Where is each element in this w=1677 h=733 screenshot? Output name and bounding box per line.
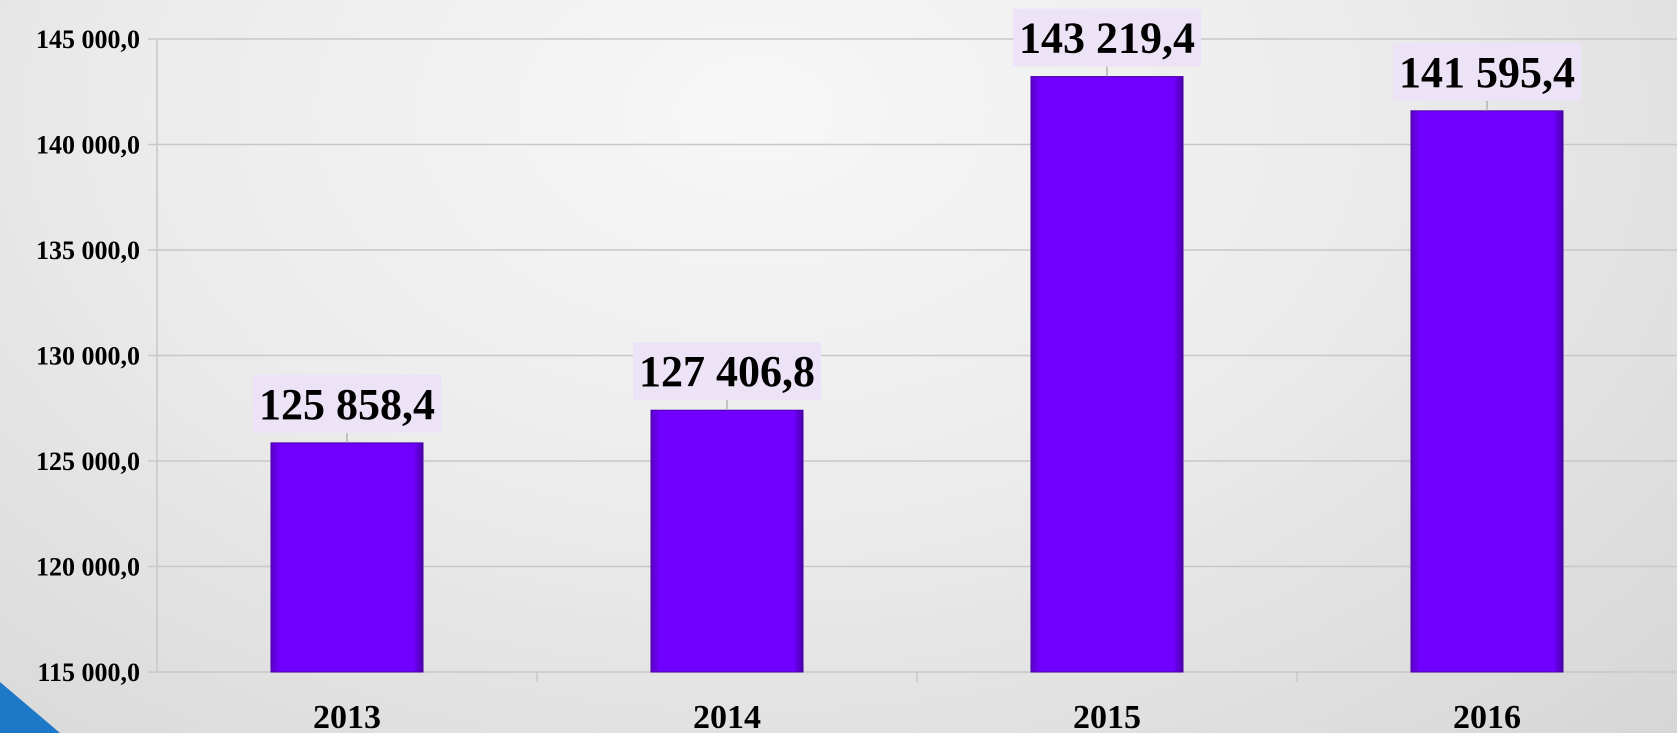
bar [650, 409, 804, 673]
x-axis: 2013 2014 2015 2016 [313, 672, 1521, 733]
y-axis: 115 000,0 120 000,0 125 000,0 130 000,0 135 … [36, 25, 158, 687]
data-label-box [253, 374, 441, 433]
y-tick-label: 140 000,0 [36, 131, 140, 160]
data-label: 127 406,8 [639, 347, 815, 396]
x-tick-label: 2014 [693, 699, 761, 733]
bar [270, 442, 424, 673]
y-tick-label: 125 000,0 [36, 447, 140, 476]
data-label: 125 858,4 [259, 380, 435, 429]
data-label: 141 595,4 [1399, 48, 1575, 97]
y-tick-label: 135 000,0 [36, 236, 140, 265]
x-tick-label: 2016 [1453, 699, 1521, 733]
data-labels: 125 858,4 127 406,8 143 219,4 141 595,4 [253, 8, 1581, 443]
x-tick-label: 2013 [313, 699, 381, 733]
data-label-box [633, 342, 821, 401]
data-label-box [1013, 8, 1201, 67]
y-tick-label: 145 000,0 [36, 25, 140, 54]
data-label: 143 219,4 [1019, 14, 1195, 63]
x-tick-label: 2015 [1073, 699, 1141, 733]
data-label-box [1393, 42, 1581, 101]
y-tick-label: 120 000,0 [36, 553, 140, 582]
bar [1030, 76, 1184, 673]
bar [1410, 110, 1564, 673]
corner-decoration [0, 682, 60, 733]
bars [270, 76, 1564, 673]
y-tick-label: 130 000,0 [36, 342, 140, 371]
y-tick-label: 115 000,0 [37, 658, 140, 687]
